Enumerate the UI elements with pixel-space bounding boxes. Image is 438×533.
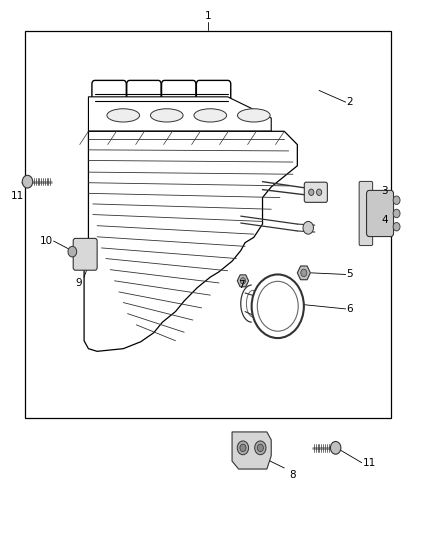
Circle shape (309, 189, 314, 196)
FancyBboxPatch shape (92, 80, 126, 108)
Text: 10: 10 (39, 236, 53, 246)
Bar (25, 30, 391, 418)
Circle shape (393, 222, 400, 231)
Polygon shape (232, 432, 271, 469)
FancyBboxPatch shape (127, 80, 161, 108)
Polygon shape (88, 131, 284, 147)
Circle shape (257, 444, 263, 451)
FancyBboxPatch shape (359, 181, 373, 246)
Ellipse shape (150, 109, 183, 122)
FancyBboxPatch shape (304, 182, 327, 203)
Text: 4: 4 (381, 215, 388, 225)
Text: 11: 11 (363, 458, 376, 467)
Circle shape (68, 246, 77, 257)
Text: 1: 1 (205, 11, 212, 21)
Ellipse shape (107, 109, 140, 122)
Ellipse shape (237, 109, 270, 122)
Text: 5: 5 (346, 270, 353, 279)
Circle shape (237, 441, 249, 455)
Circle shape (393, 209, 400, 217)
Ellipse shape (194, 109, 226, 122)
Circle shape (257, 281, 298, 331)
Circle shape (252, 274, 304, 338)
Text: 8: 8 (290, 470, 296, 480)
FancyBboxPatch shape (367, 190, 393, 237)
Polygon shape (88, 97, 271, 131)
Text: 2: 2 (346, 97, 353, 107)
Circle shape (330, 441, 341, 454)
Circle shape (240, 444, 246, 451)
Circle shape (303, 221, 314, 234)
Circle shape (301, 269, 307, 277)
Text: 11: 11 (11, 191, 25, 201)
Circle shape (240, 278, 246, 284)
FancyBboxPatch shape (73, 238, 97, 270)
Text: 6: 6 (346, 304, 353, 314)
Text: 9: 9 (75, 278, 82, 288)
Polygon shape (84, 131, 297, 351)
Circle shape (254, 441, 266, 455)
FancyBboxPatch shape (162, 80, 196, 108)
FancyBboxPatch shape (196, 80, 231, 108)
Circle shape (393, 196, 400, 205)
Circle shape (22, 175, 33, 188)
Text: 3: 3 (381, 186, 388, 196)
Circle shape (317, 189, 322, 196)
Text: 7: 7 (238, 280, 244, 290)
